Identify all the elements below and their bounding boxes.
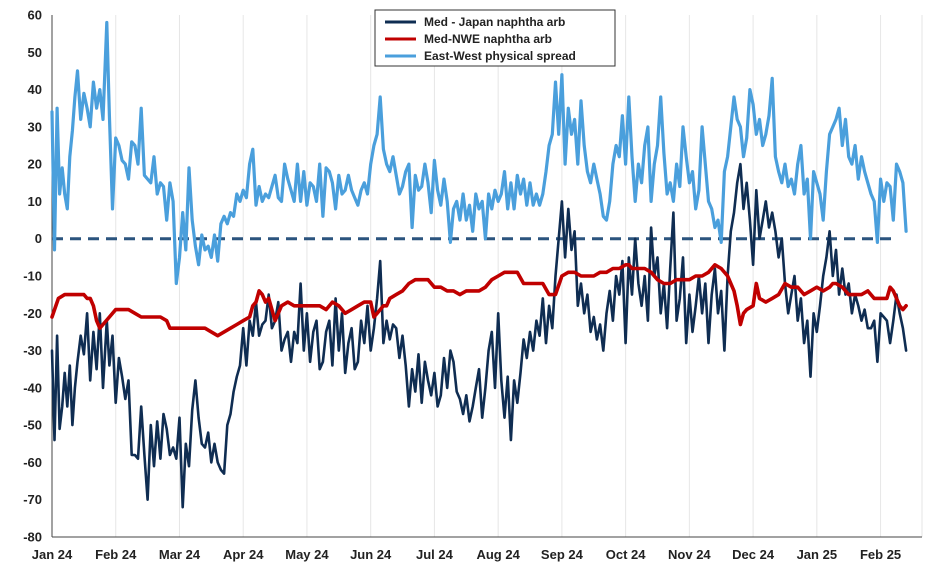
x-tick-label: Jan 25 bbox=[797, 547, 837, 562]
x-tick-label: Sep 24 bbox=[541, 547, 584, 562]
y-tick-label: -50 bbox=[23, 418, 42, 433]
y-tick-label: 10 bbox=[28, 194, 42, 209]
x-tick-label: May 24 bbox=[285, 547, 329, 562]
series-line-med-nwe bbox=[50, 263, 908, 338]
x-tick-label: Jun 24 bbox=[350, 547, 392, 562]
series-lines bbox=[50, 20, 908, 509]
series-line-east-west bbox=[50, 20, 908, 286]
y-tick-label: 0 bbox=[35, 231, 42, 246]
x-tick-label: Feb 24 bbox=[95, 547, 137, 562]
y-tick-label: -10 bbox=[23, 269, 42, 284]
axes bbox=[51, 15, 922, 538]
legend: Med - Japan naphtha arb Med-NWE naphtha … bbox=[374, 9, 616, 67]
y-tick-label: -70 bbox=[23, 492, 42, 507]
y-tick-label: 60 bbox=[28, 8, 42, 23]
y-tick-label: -60 bbox=[23, 455, 42, 470]
legend-label-med-japan: Med - Japan naphtha arb bbox=[424, 15, 565, 29]
y-tick-label: -40 bbox=[23, 380, 42, 395]
x-tick-label: Jul 24 bbox=[416, 547, 454, 562]
y-tick-label: 50 bbox=[28, 45, 42, 60]
x-tick-label: Jan 24 bbox=[32, 547, 73, 562]
y-tick-label: 30 bbox=[28, 119, 42, 134]
x-tick-label: Nov 24 bbox=[668, 547, 711, 562]
y-axis-ticks: 60 50 40 30 20 10 0 -10 -20 -30 -40 -50 -60 -70 -80 bbox=[23, 8, 42, 545]
y-tick-label: -20 bbox=[23, 306, 42, 321]
x-tick-label: Feb 25 bbox=[860, 547, 901, 562]
x-tick-label: Oct 24 bbox=[606, 547, 647, 562]
legend-label-east-west: East-West physical spread bbox=[424, 49, 576, 63]
y-tick-label: -80 bbox=[23, 530, 42, 545]
y-tick-label: 20 bbox=[28, 157, 42, 172]
legend-label-med-nwe: Med-NWE naphtha arb bbox=[424, 32, 552, 46]
x-tick-label: Apr 24 bbox=[223, 547, 264, 562]
x-tick-label: Mar 24 bbox=[159, 547, 201, 562]
x-tick-label: Aug 24 bbox=[476, 547, 520, 562]
x-axis-ticks: Jan 24 Feb 24 Mar 24 Apr 24 May 24 Jun 24 Jul … bbox=[32, 547, 901, 562]
y-tick-label: -30 bbox=[23, 343, 42, 358]
y-tick-label: 40 bbox=[28, 82, 42, 97]
x-tick-label: Dec 24 bbox=[732, 547, 775, 562]
series-line-med-japan bbox=[50, 162, 908, 509]
